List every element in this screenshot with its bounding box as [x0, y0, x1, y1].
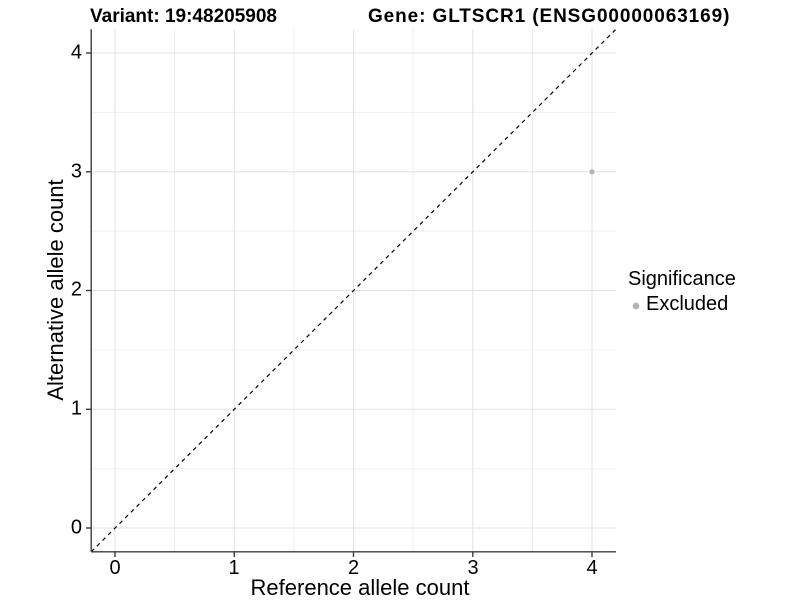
legend: Significance Excluded — [628, 268, 736, 316]
x-tick-label-3: 3 — [467, 557, 479, 579]
x-tick-label-0: 0 — [109, 557, 121, 579]
legend-title: Significance — [628, 268, 736, 290]
axis-tick-marks — [86, 52, 593, 557]
x-tick-label-2: 2 — [347, 557, 360, 579]
y-axis-title: Alternative allele count — [43, 179, 68, 401]
x-tick-label-4: 4 — [586, 557, 598, 579]
identity-reference-line — [90, 28, 617, 553]
y-tick-label-0: 0 — [70, 516, 82, 539]
x-axis-title: Reference allele count — [250, 575, 470, 600]
y-tick-label-2: 2 — [70, 278, 82, 301]
legend-marker-icon — [632, 302, 640, 309]
grid-major — [91, 29, 616, 552]
plot-title-variant: Variant: 19:48205908 — [90, 6, 277, 27]
plot-title-gene: Gene: GLTSCR1 (ENSG00000063169) — [368, 6, 731, 27]
data-point-excluded — [589, 169, 595, 175]
y-tick-label-4: 4 — [70, 41, 82, 64]
y-tick-label-1: 1 — [70, 397, 82, 420]
x-tick-label-1: 1 — [228, 557, 240, 579]
y-tick-label-3: 3 — [70, 160, 82, 183]
legend-item-excluded: Excluded — [628, 293, 736, 316]
legend-item-label: Excluded — [646, 293, 729, 315]
